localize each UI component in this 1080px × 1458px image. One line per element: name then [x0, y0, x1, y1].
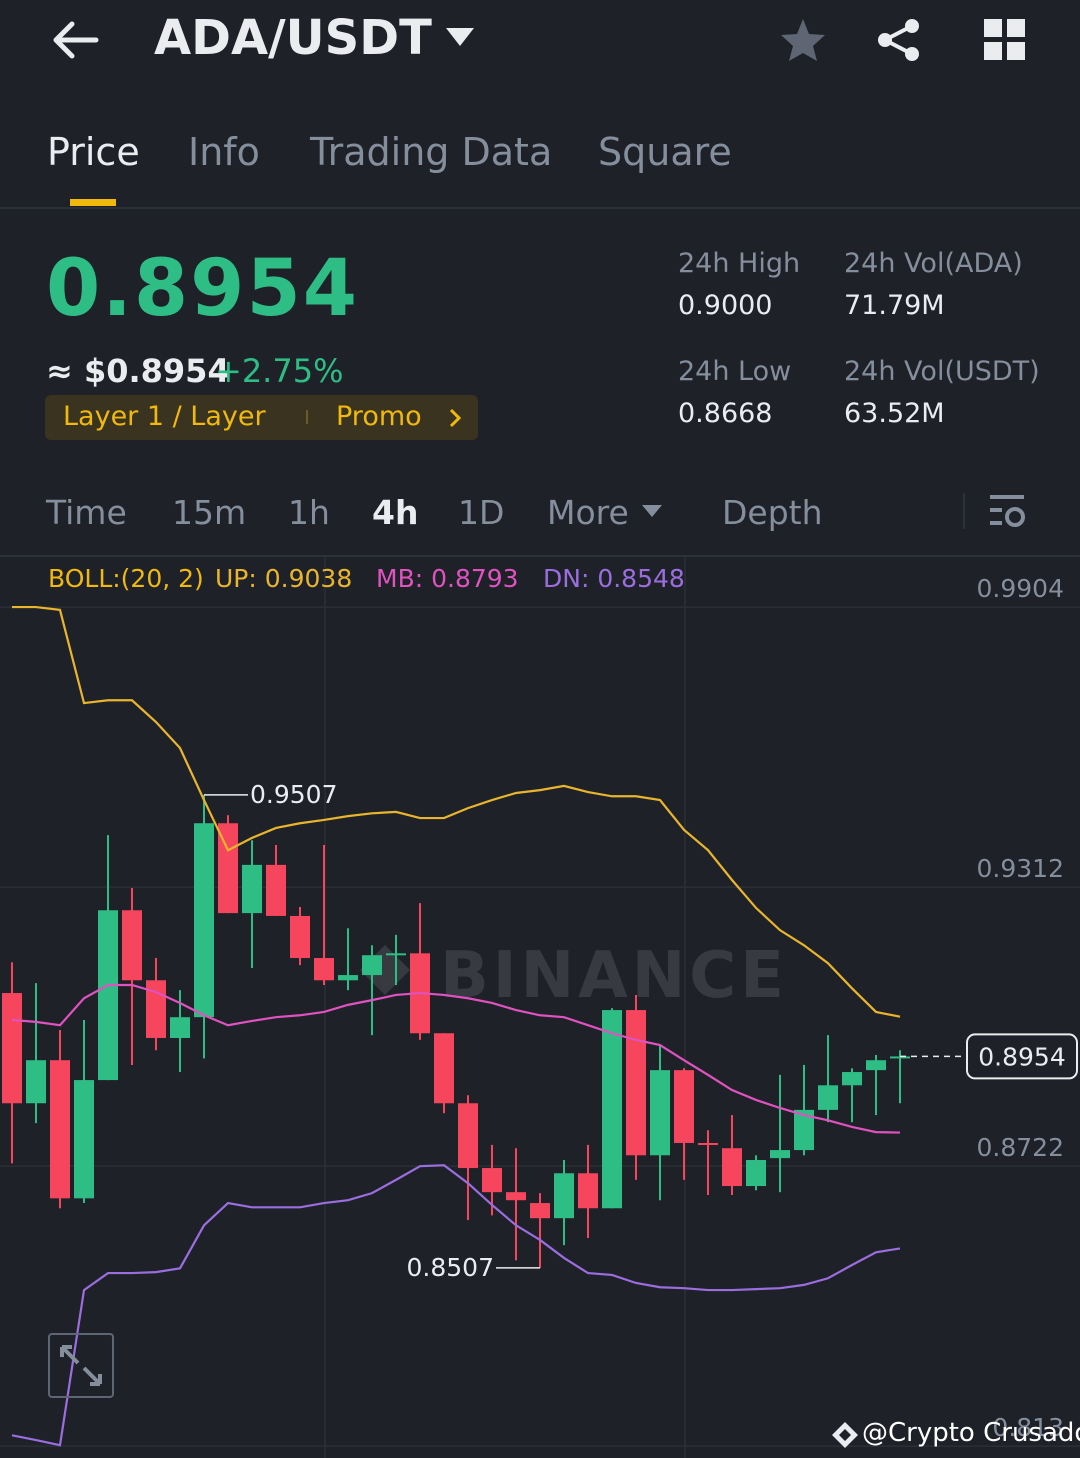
legend-entry: UP: 0.9038 [215, 564, 352, 593]
tag[interactable]: Layer 1 / Layer [63, 401, 266, 432]
band-line [11, 983, 901, 1134]
interval[interactable]: More [547, 493, 629, 532]
candle-body [818, 1085, 838, 1110]
candle-body [794, 1109, 814, 1151]
tab[interactable]: Price [47, 130, 140, 174]
tab[interactable]: Square [598, 130, 732, 174]
candle-body [362, 955, 382, 976]
candle-body [722, 1148, 742, 1187]
interval[interactable]: Depth [722, 493, 823, 532]
y-tick-label: 0.813 [992, 1413, 1064, 1442]
stat-label: 24h Vol(USDT) [844, 356, 1040, 387]
fiat-price: ≈ $0.8954 [46, 352, 230, 390]
candle-body [170, 1017, 190, 1038]
pair-dropdown[interactable] [446, 28, 474, 48]
footer-credit: @Crypto Crusador [862, 1418, 1080, 1448]
chevron [449, 408, 462, 428]
candle-body [98, 910, 118, 1081]
last-price: 0.8954 [46, 244, 359, 334]
interval[interactable]: Time [46, 493, 127, 532]
candle-body [578, 1173, 598, 1209]
candle-body [746, 1160, 766, 1187]
candle-body [866, 1060, 886, 1071]
candle-body [338, 975, 358, 981]
candle-body [890, 1056, 910, 1059]
favorite-icon[interactable] [780, 18, 826, 62]
candle-body [698, 1142, 718, 1145]
high-label: 0.9507 [250, 780, 337, 809]
legend-entry: MB: 0.8793 [376, 564, 519, 593]
stat-label: 24h High [678, 248, 801, 279]
divider [0, 555, 1080, 557]
candle-body [50, 1060, 70, 1199]
stat-value: 0.8668 [678, 398, 773, 429]
watermark: BINANCE [440, 939, 788, 1013]
candle-body [434, 1033, 454, 1104]
chart-layer: 0.9904 0.9312 0.8722 0.813 0.9507 0.8507 0.895… [0, 574, 1080, 1447]
candle-body [458, 1103, 478, 1169]
candle-body [26, 1060, 46, 1104]
band-line [11, 1164, 901, 1447]
y-tick-label: 0.9312 [977, 854, 1064, 883]
more-caret [642, 505, 662, 517]
candle-body [554, 1173, 574, 1219]
tag-pill[interactable] [45, 395, 478, 440]
stat-value: 71.79M [844, 290, 945, 321]
stat-value: 0.9000 [678, 290, 773, 321]
price-change: +2.75% [215, 352, 344, 390]
candle-body [314, 958, 334, 981]
pair-title[interactable]: ADA/USDT [154, 10, 432, 66]
indicator-label: BOLL:(20, 2) [48, 564, 204, 593]
candle-body [770, 1150, 790, 1159]
candle-body [602, 1010, 622, 1209]
tab[interactable]: Info [188, 130, 260, 174]
stat-label: 24h Low [678, 356, 792, 387]
candle-body [674, 1070, 694, 1143]
footer-logo [832, 1422, 858, 1448]
divider [963, 493, 965, 529]
tab-indicator [70, 199, 116, 206]
candle-body [242, 864, 262, 914]
fullscreen-button[interactable] [48, 1333, 114, 1398]
candle-body [842, 1072, 862, 1086]
candle-body [482, 1168, 502, 1193]
interval[interactable]: 1h [288, 493, 330, 532]
candle-body [626, 1010, 646, 1156]
candle-body [2, 993, 22, 1104]
candle-body [386, 953, 406, 956]
y-tick-label: 0.9904 [977, 574, 1064, 603]
band-line [12, 605, 901, 1018]
candle-body [506, 1192, 526, 1201]
candle-body [218, 823, 238, 914]
candle-body [122, 910, 142, 981]
interval[interactable]: 1D [458, 493, 505, 532]
current-price-box [966, 1033, 1078, 1080]
back-button[interactable] [50, 20, 100, 60]
candle-body [74, 1080, 94, 1199]
stat-value: 63.52M [844, 398, 945, 429]
chart-settings[interactable] [988, 492, 1028, 530]
tab[interactable]: Trading Data [310, 130, 553, 174]
candle-body [650, 1070, 670, 1156]
candle-body [530, 1203, 550, 1219]
tag[interactable]: Promo [336, 401, 422, 432]
share-icon[interactable] [876, 18, 922, 62]
candle-body [290, 915, 310, 959]
low-label: 0.8507 [407, 1253, 494, 1282]
divider [0, 207, 1080, 209]
stat-label: 24h Vol(ADA) [844, 248, 1023, 279]
interval[interactable]: 15m [172, 493, 247, 532]
current-price-label: 0.8954 [978, 1042, 1065, 1071]
candle-body [266, 864, 286, 916]
y-tick-label: 0.8722 [977, 1133, 1064, 1162]
grid-icon[interactable] [984, 19, 1026, 61]
legend-entry: DN: 0.8548 [543, 564, 685, 593]
candle-body [194, 823, 214, 1018]
interval[interactable]: 4h [372, 493, 419, 532]
tag-separator [306, 410, 308, 424]
